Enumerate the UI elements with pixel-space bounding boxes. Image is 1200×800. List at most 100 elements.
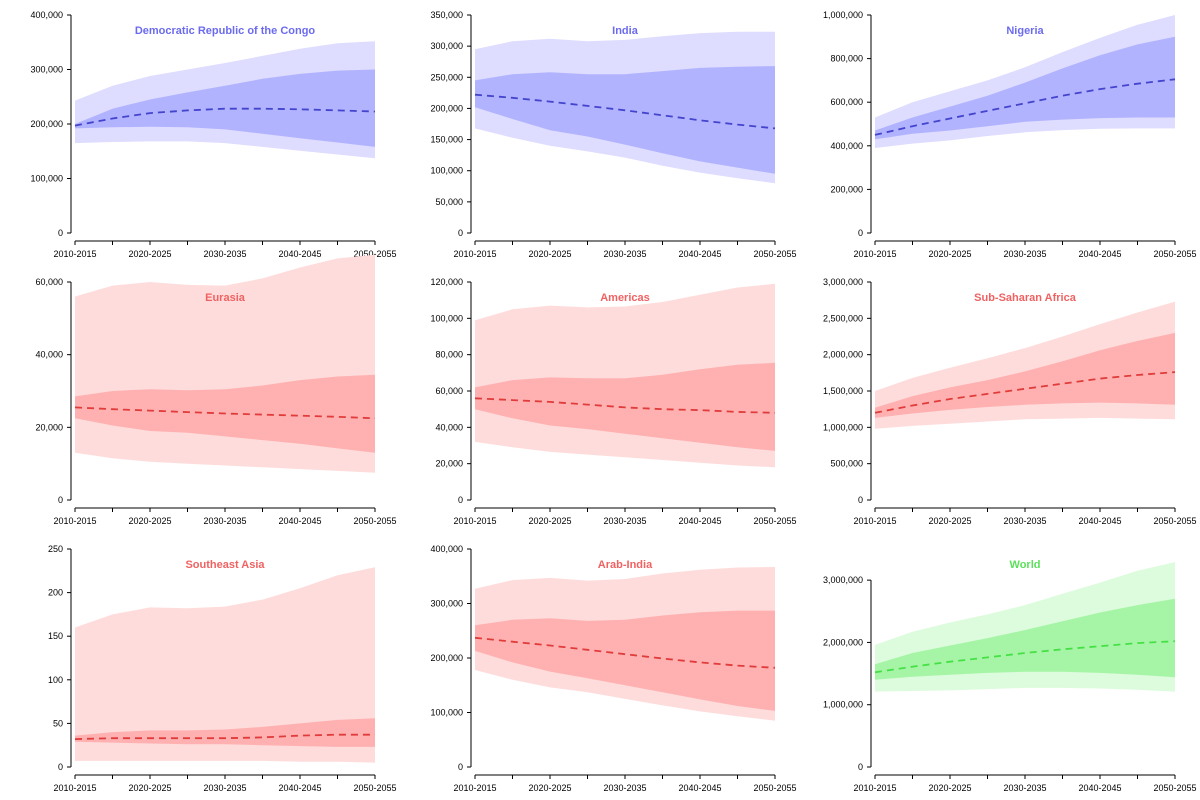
y-tick-label: 0	[458, 762, 463, 772]
x-tick-label: 2040-2045	[278, 249, 321, 259]
y-tick-label: 2,500,000	[823, 313, 863, 323]
y-tick-label: 20,000	[35, 422, 63, 432]
y-tick-label: 1,000,000	[823, 422, 863, 432]
inner-band	[875, 332, 1175, 418]
y-tick-label: 350,000	[430, 10, 463, 20]
x-tick-label: 2040-2045	[678, 249, 721, 259]
y-tick-label: 0	[858, 762, 863, 772]
y-tick-label: 0	[58, 228, 63, 238]
y-tick-label: 80,000	[435, 350, 463, 360]
x-tick-label: 2050-2055	[1153, 516, 1196, 526]
chart-panel: 0 20,000 40,000 60,000 2010-2015 2020-2025 203…	[0, 254, 400, 533]
inner-band	[475, 66, 775, 174]
chart-panel: 0 50,000 100,000 150,000 200,000 250,000 300,0…	[400, 0, 800, 266]
inner-band	[75, 718, 375, 747]
chart-svg: 0 200,000 400,000 600,000 800,000 1,000,000 20…	[823, 10, 1197, 259]
inner-band	[875, 598, 1175, 680]
y-tick-label: 100	[48, 675, 63, 685]
x-tick-label: 2010-2015	[453, 783, 496, 793]
y-tick-label: 200,000	[30, 119, 63, 129]
y-tick-label: 1,000,000	[823, 700, 863, 710]
x-tick-label: 2010-2015	[853, 249, 896, 259]
y-tick-label: 200,000	[830, 184, 863, 194]
x-tick-label: 2030-2035	[1003, 249, 1046, 259]
x-tick-label: 2020-2025	[928, 249, 971, 259]
chart-panel: 0 20,000 40,000 60,000 80,000 100,000 120,000 2…	[400, 267, 800, 533]
y-tick-label: 400,000	[430, 544, 463, 554]
x-tick-label: 2030-2035	[1003, 783, 1046, 793]
median-line	[474, 636, 776, 669]
y-tick-label: 2,000,000	[823, 637, 863, 647]
median-line	[74, 107, 376, 127]
median-line	[874, 78, 1176, 136]
x-tick-label: 2030-2035	[603, 516, 646, 526]
chart-svg: 0 1,000,000 2,000,000 3,000,000 2010-2015 202…	[823, 559, 1197, 793]
y-tick-label: 100,000	[30, 174, 63, 184]
x-tick-label: 2040-2045	[1078, 783, 1121, 793]
x-tick-label: 2020-2025	[528, 249, 571, 259]
x-tick-label: 2040-2045	[678, 516, 721, 526]
chart-title: Arab-India	[598, 559, 653, 571]
y-tick-label: 50,000	[435, 197, 463, 207]
chart-title: Eurasia	[205, 292, 246, 304]
chart-title: World	[1010, 559, 1041, 571]
y-tick-label: 1,000,000	[823, 10, 863, 20]
x-tick-label: 2010-2015	[453, 516, 496, 526]
median-line	[474, 93, 776, 130]
y-tick-label: 0	[858, 228, 863, 238]
chart-title: Nigeria	[1006, 25, 1044, 37]
x-tick-label: 2050-2055	[753, 249, 796, 259]
chart-panel: 0 500,000 1,000,000 1,500,000 2,000,000 2,500…	[800, 267, 1200, 533]
y-tick-label: 0	[458, 495, 463, 505]
chart-title: Democratic Republic of the Congo	[135, 25, 316, 37]
x-tick-label: 2030-2035	[203, 783, 246, 793]
chart-svg: 0 100,000 200,000 300,000 400,000 2010-2015 20…	[430, 544, 796, 793]
x-tick-label: 2010-2015	[853, 516, 896, 526]
x-tick-label: 2040-2045	[1078, 249, 1121, 259]
x-tick-label: 2020-2025	[128, 249, 171, 259]
x-tick-label: 2020-2025	[928, 516, 971, 526]
chart-title: Americas	[600, 292, 650, 304]
x-tick-label: 2030-2035	[203, 249, 246, 259]
chart-panel: 0 1,000,000 2,000,000 3,000,000 2010-2015 202…	[800, 534, 1200, 800]
x-tick-label: 2030-2035	[603, 783, 646, 793]
chart-svg: 0 500,000 1,000,000 1,500,000 2,000,000 2,500…	[823, 277, 1197, 526]
median-line	[474, 397, 776, 414]
inner-band	[475, 610, 775, 711]
x-tick-label: 2010-2015	[853, 783, 896, 793]
y-tick-label: 250,000	[430, 72, 463, 82]
x-tick-label: 2020-2025	[528, 516, 571, 526]
x-tick-label: 2020-2025	[928, 783, 971, 793]
y-tick-label: 0	[58, 762, 63, 772]
median-line	[74, 733, 375, 740]
x-tick-label: 2050-2055	[753, 516, 796, 526]
y-tick-label: 150,000	[430, 135, 463, 145]
chart-panel: 0 100,000 200,000 300,000 400,000 2010-2015 20…	[400, 534, 800, 800]
chart-svg: 0 100,000 200,000 300,000 400,000 2010-2015 20…	[30, 10, 396, 259]
y-tick-label: 50	[53, 718, 63, 728]
y-tick-label: 300,000	[30, 65, 63, 75]
y-tick-label: 0	[458, 228, 463, 238]
y-tick-label: 150	[48, 631, 63, 641]
chart-svg: 0 50 100 150 200 250 2010-2015 2020-2025 2030-20…	[48, 544, 397, 793]
x-tick-label: 2040-2045	[278, 783, 321, 793]
x-tick-label: 2050-2055	[353, 783, 396, 793]
y-tick-label: 0	[58, 495, 63, 505]
y-tick-label: 60,000	[435, 386, 463, 396]
x-tick-label: 2050-2055	[353, 249, 396, 259]
x-tick-label: 2050-2055	[353, 516, 396, 526]
outer-band	[75, 567, 375, 763]
x-tick-label: 2030-2035	[1003, 516, 1046, 526]
chart-panel: 0 100,000 200,000 300,000 400,000 2010-2015 20…	[0, 0, 400, 266]
y-tick-label: 1,500,000	[823, 386, 863, 396]
y-tick-label: 200,000	[430, 103, 463, 113]
x-tick-label: 2020-2025	[128, 516, 171, 526]
y-tick-label: 2,000,000	[823, 350, 863, 360]
x-tick-label: 2040-2045	[1078, 516, 1121, 526]
chart-panel: 0 200,000 400,000 600,000 800,000 1,000,000 20…	[800, 0, 1200, 266]
y-tick-label: 60,000	[35, 277, 63, 287]
y-tick-label: 3,000,000	[823, 575, 863, 585]
chart-title: India	[612, 25, 639, 37]
x-tick-label: 2050-2055	[1153, 249, 1196, 259]
x-tick-label: 2010-2015	[53, 516, 96, 526]
